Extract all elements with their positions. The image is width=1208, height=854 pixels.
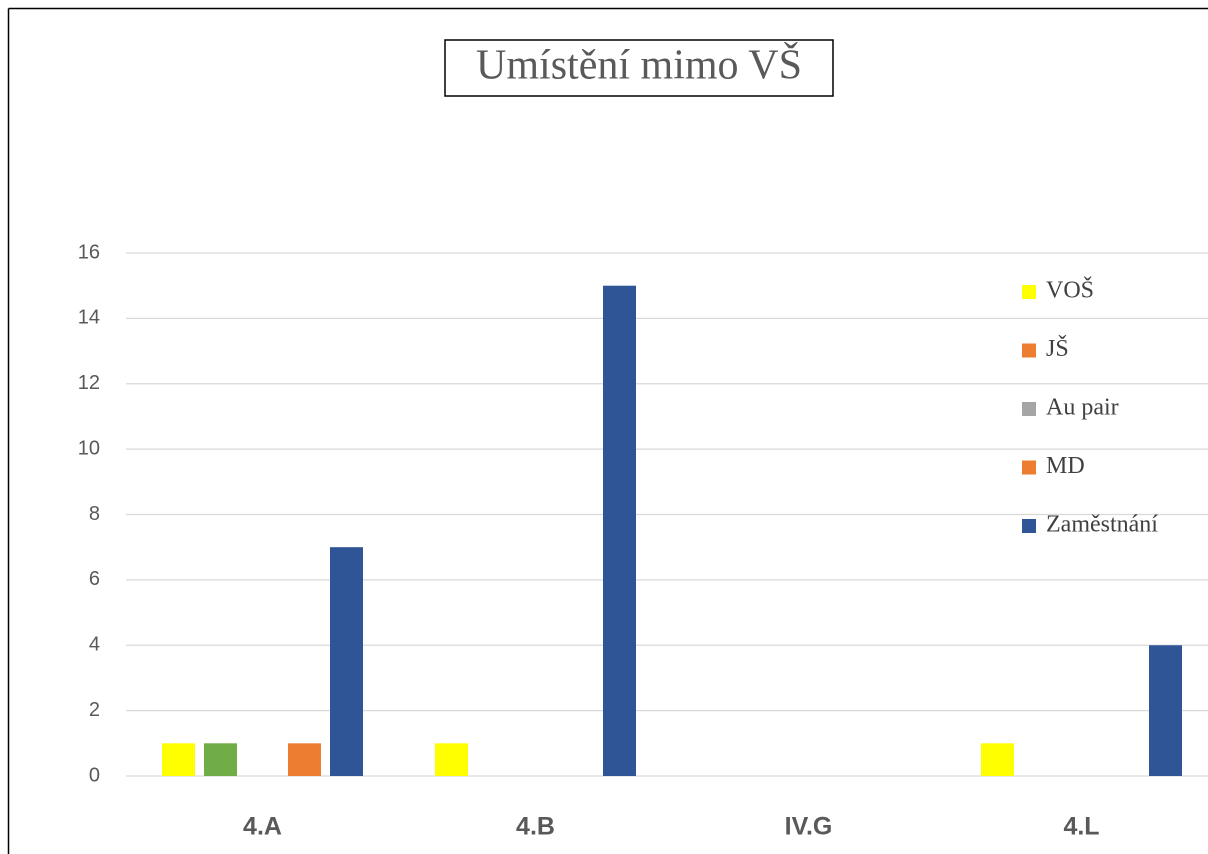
legend-swatch [1022,519,1036,533]
legend-label: JŠ [1046,335,1069,362]
y-tick-label: 16 [78,241,100,263]
bar [603,285,636,776]
bar [435,743,468,776]
bar [1149,645,1182,776]
y-tick-label: 14 [78,307,100,329]
chart-title: Umístění mimo VŠ [476,42,802,89]
x-tick-label: IV.G [785,813,833,841]
legend-swatch [1022,343,1036,358]
y-tick-label: 0 [89,764,100,786]
bar [288,743,321,776]
title-box [444,39,834,97]
y-tick-label: 6 [89,568,100,590]
y-tick-label: 2 [89,699,100,721]
legend-swatch [1022,460,1036,475]
x-tick-label: 4.B [516,813,555,841]
legend-swatch [1022,285,1036,299]
bar [204,743,237,776]
legend-label: MD [1046,453,1085,479]
bar [981,743,1014,776]
x-tick-label: 4.A [243,813,282,841]
bar [162,743,195,776]
y-tick-label: 4 [89,634,100,656]
legend-label: VOŠ [1046,277,1094,304]
legend-swatch [1022,402,1036,416]
y-tick-label: 10 [78,437,100,459]
legend-label: Au pair [1046,395,1119,421]
x-tick-label: 4.L [1063,813,1099,841]
y-tick-label: 12 [78,372,100,394]
y-tick-label: 8 [89,503,100,525]
legend-label: Zaměstnání [1046,512,1158,538]
bar [330,547,363,776]
